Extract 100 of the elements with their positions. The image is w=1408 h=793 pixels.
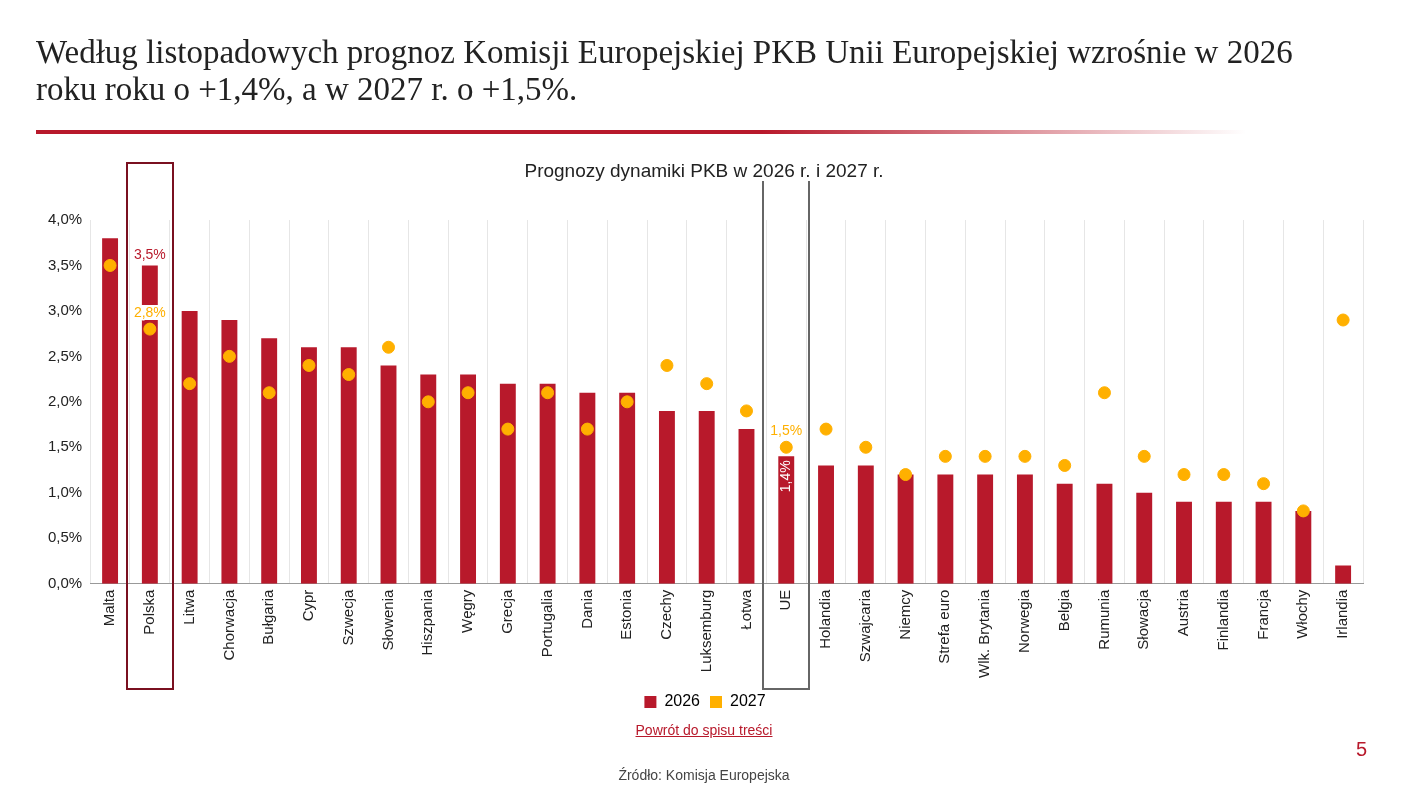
point [541,386,555,400]
data-label: 2,8% [133,303,166,320]
legend-label: 2026 [664,692,701,710]
x-tick-label: Czechy [657,589,675,640]
bar [1096,483,1113,584]
bar [301,347,317,584]
x-tick-label: Austria [1174,588,1192,637]
data-label: 1,4% [777,460,794,493]
bar [460,374,477,584]
x-tick-label: Włochy [1293,589,1311,639]
point [819,422,833,436]
bar [181,310,198,584]
x-tick-label: Bułgaria [259,589,277,645]
point [1296,504,1310,518]
point [342,368,356,382]
x-tick-label: Dania [577,589,595,629]
x-tick-label: Niemcy [895,589,913,640]
bar [698,410,715,584]
x-tick-label: Rumunia [1094,588,1112,650]
x-tick-label: Łotwa [736,588,754,630]
bar [499,383,516,584]
point [143,322,157,336]
data-label: 3,5% [133,246,166,263]
point [660,358,674,372]
bar [1255,501,1272,584]
point [859,440,873,454]
y-tick-label: 4,0% [47,210,83,228]
x-tick-label: Węgry [458,589,476,633]
bar [977,474,994,584]
bar [1056,483,1073,584]
x-tick-label: Holandia [816,589,834,649]
point [302,358,316,372]
point [700,377,714,391]
x-tick-label: Litwa [179,589,197,625]
bar [1136,492,1153,584]
x-tick-label: Strefa euro [935,589,953,664]
point [938,449,952,463]
x-tick-label: Szwecja [338,589,356,646]
point [461,386,475,400]
point [620,395,634,409]
bar [340,347,357,584]
bar [818,465,834,584]
bar [221,320,238,584]
point [1217,468,1231,482]
point [1257,477,1271,491]
x-tick-label: Malta [100,589,118,627]
y-tick-label: 2,0% [47,391,83,409]
x-tick-label: Finlandia [1213,588,1231,651]
bar [579,392,596,584]
y-tick-label: 0,5% [47,528,83,546]
point [222,349,236,363]
x-tick-label: Cypr [299,589,317,622]
bar [658,410,675,584]
x-tick-label: Luksemburg [696,589,714,673]
bar [420,374,437,584]
bar [897,474,914,584]
y-tick-label: 2,5% [47,346,83,364]
point [1137,449,1151,463]
bar [619,392,636,584]
point [421,395,435,409]
bar [539,383,556,584]
y-tick-label: 0,0% [47,573,83,591]
x-tick-label: Norwegia [1015,589,1033,654]
x-tick-label: Grecja [497,589,515,634]
bar [1176,501,1192,584]
data-label: 1,5% [770,422,803,439]
y-tick-label: 3,0% [47,301,83,319]
point [978,449,992,463]
x-tick-label: Wlk. Brytania [975,589,993,679]
x-tick-label: Hiszpania [418,589,436,656]
point [1097,386,1111,400]
x-tick-label: Francja [1253,589,1271,640]
text: Źródło: Komisja Europejska [617,767,791,783]
x-tick-label: Polska [139,589,157,635]
point [103,258,117,272]
point [739,404,753,418]
x-tick-label: UE [776,589,794,611]
text: Powrót do spisu treści [634,722,774,738]
bar [738,429,755,584]
legend-label: 2027 [730,692,766,710]
bar [1335,565,1352,584]
chart-subtitle: Prognozy dynamiki PKB w 2026 r. i 2027 r. [520,160,888,181]
x-tick-label: Irlandia [1333,589,1351,639]
point [1177,468,1191,482]
point [262,386,276,400]
x-tick-label: Słowacja [1134,588,1152,650]
bar [102,238,119,584]
point [1336,313,1350,327]
bar [1215,501,1232,584]
point [1058,458,1072,472]
point [580,422,594,436]
bar [937,474,954,584]
x-tick-label: Chorwacja [219,589,237,661]
bar [261,338,278,584]
bar [1295,510,1312,584]
point [382,340,395,354]
y-tick-label: 3,5% [47,255,83,273]
chart-title: Według listopadowych prognoz Komisji Europejskiej PKB Unii Europejskiej wzrośnie w 2026 roku roku o +1,4%, a w 2027 r. o +1,5%. [36,34,1294,108]
x-tick-label: Słowenia [378,588,396,651]
bar [380,365,397,584]
